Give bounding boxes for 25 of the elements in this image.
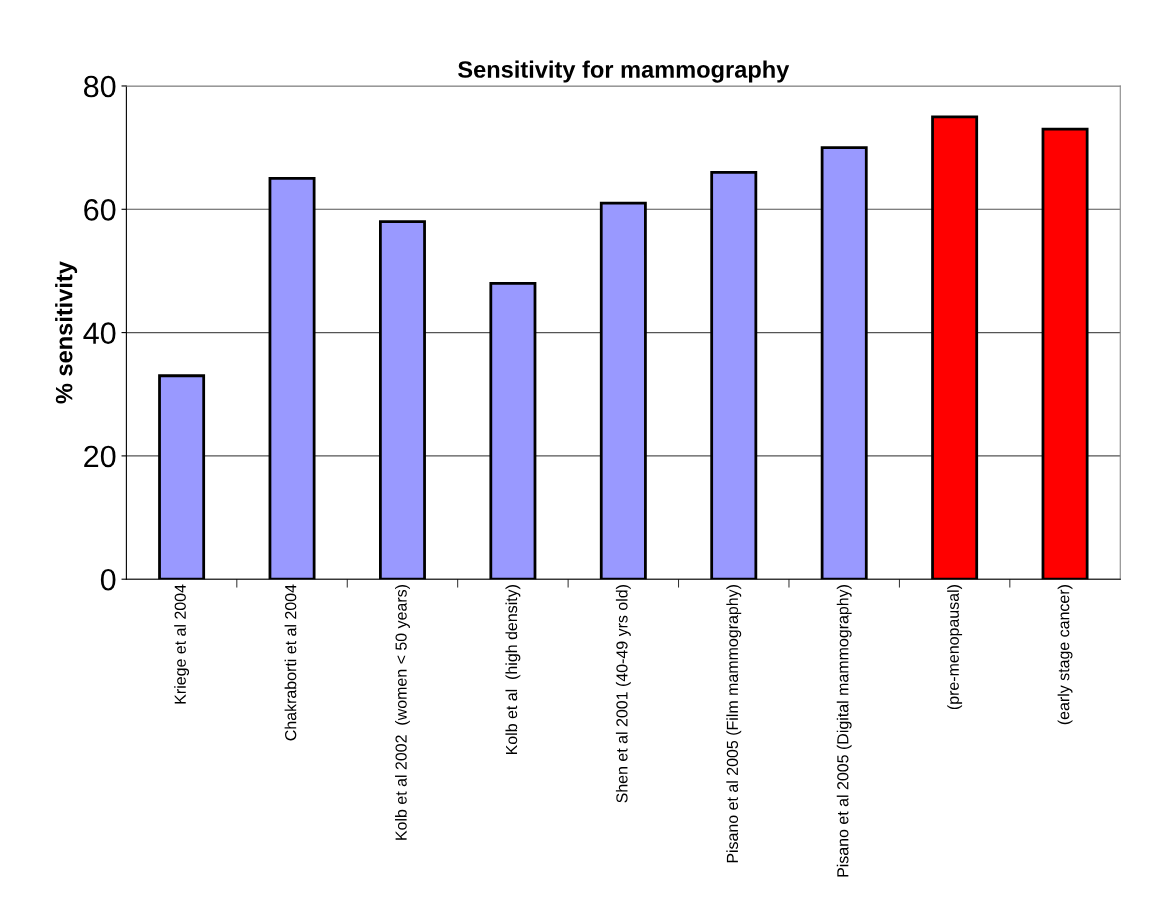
bar: [710, 170, 758, 580]
bar: [489, 281, 537, 580]
bar: [268, 177, 316, 580]
bar: [378, 220, 426, 580]
y-tick-label: 0: [100, 568, 116, 591]
x-tick-label: (pre-menopausal): [947, 585, 963, 710]
x-tick-label: Shen et al 2001 (40-49 yrs old): [615, 585, 631, 803]
x-tick-label: Kriege et al 2004: [174, 584, 190, 704]
x-tick-label: Kolb et al (high density): [505, 585, 521, 755]
bar: [599, 201, 647, 580]
y-tick-label: 40: [83, 322, 116, 344]
bar: [1041, 127, 1089, 580]
bar: [158, 374, 206, 580]
chart-title: Sensitivity for mammography: [458, 60, 790, 83]
bar: [820, 146, 868, 580]
x-tick-label: Chakraborti et al 2004: [284, 584, 297, 741]
x-tick-label: Kolb et al 2002 (women < 50 years): [395, 585, 410, 840]
x-tick-label: (early stage cancer): [1057, 585, 1073, 725]
x-tick-label: Pisano et al 2005 (Digital mammography): [836, 585, 852, 877]
bar: [931, 115, 979, 580]
y-tick-label: 20: [84, 445, 116, 468]
y-axis-title: % sensitivity: [55, 261, 78, 404]
x-tick-label: Pisano et al 2005 (Film mammography): [726, 585, 742, 863]
y-tick-label: 80: [84, 75, 116, 98]
y-tick-label: 60: [84, 199, 116, 221]
